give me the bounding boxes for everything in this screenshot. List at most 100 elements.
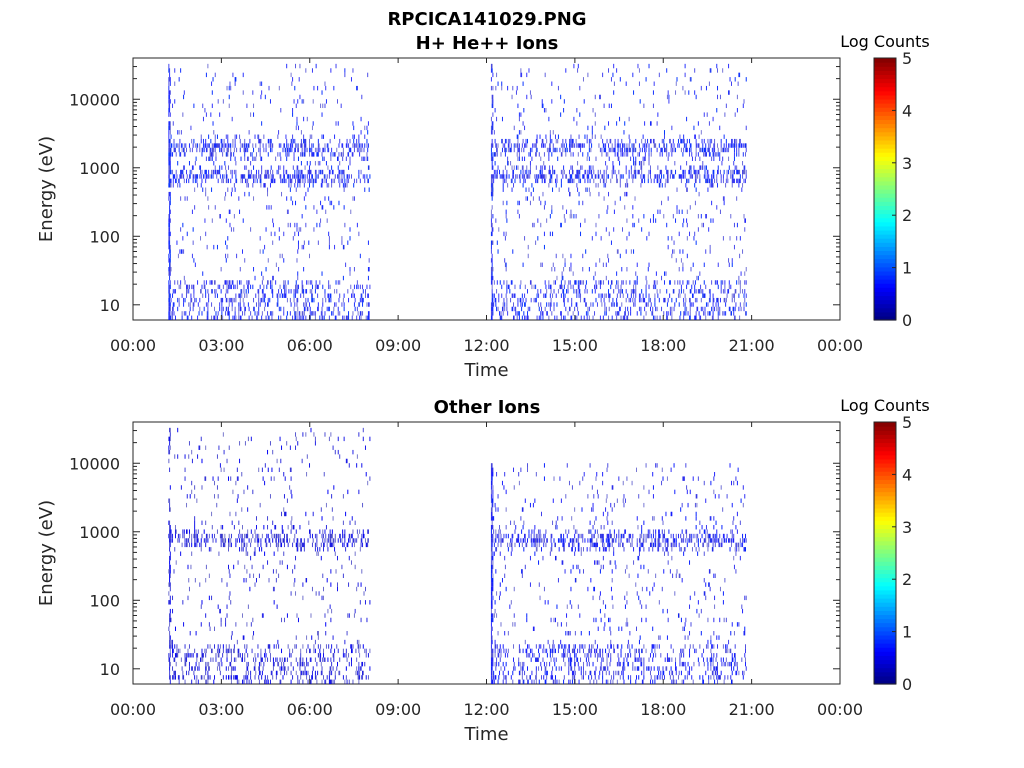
spectrogram-cell bbox=[743, 306, 745, 312]
spectrogram-cell bbox=[490, 130, 492, 135]
spectrogram-cell bbox=[244, 178, 246, 184]
spectrogram-cell bbox=[634, 174, 636, 179]
spectrogram-cell bbox=[184, 467, 186, 473]
spectrogram-cell bbox=[551, 205, 553, 210]
spectrogram-cell bbox=[693, 165, 695, 170]
spectrogram-cell bbox=[319, 529, 321, 534]
spectrogram-cell bbox=[168, 222, 170, 228]
spectrogram-cell bbox=[186, 315, 188, 320]
spectrogram-cell bbox=[291, 81, 293, 86]
spectrogram-cell bbox=[633, 293, 635, 298]
spectrogram-cell bbox=[230, 297, 232, 303]
spectrogram-cell bbox=[240, 280, 242, 285]
spectrogram-cell bbox=[276, 169, 278, 175]
spectrogram-cell bbox=[268, 85, 270, 91]
spectrogram-cell bbox=[599, 169, 601, 175]
spectrogram-cell bbox=[513, 315, 515, 320]
spectrogram-cell bbox=[549, 302, 551, 307]
spectrogram-cell bbox=[496, 152, 498, 157]
spectrogram-cell bbox=[283, 143, 285, 148]
spectrogram-cell bbox=[650, 178, 652, 184]
spectrogram-cell bbox=[221, 178, 223, 184]
spectrogram-cell bbox=[169, 209, 171, 215]
spectrogram-cell bbox=[605, 161, 607, 166]
spectrogram-cell bbox=[247, 284, 249, 290]
spectrogram-cell bbox=[285, 284, 287, 290]
spectrogram-cell bbox=[188, 284, 190, 290]
spectrogram-cell bbox=[209, 675, 211, 680]
colorbar-label: Log Counts bbox=[840, 32, 930, 51]
spectrogram-cell bbox=[301, 214, 303, 219]
spectrogram-cell bbox=[495, 218, 497, 223]
spectrogram-cell bbox=[490, 191, 492, 197]
spectrogram-cell bbox=[217, 661, 219, 667]
spectrogram-cell bbox=[649, 121, 651, 126]
spectrogram-cell bbox=[533, 297, 535, 303]
spectrogram-cell bbox=[306, 147, 308, 153]
spectrogram-cell bbox=[663, 174, 665, 179]
spectrogram-cell bbox=[592, 108, 594, 113]
spectrogram-cell bbox=[258, 661, 260, 667]
spectrogram-cell bbox=[516, 134, 518, 139]
spectrogram-cell bbox=[205, 666, 207, 671]
spectrogram-cell bbox=[616, 302, 618, 307]
spectrogram-cell bbox=[169, 564, 171, 570]
spectrogram-cell bbox=[168, 302, 170, 307]
spectrogram-cell bbox=[564, 258, 566, 263]
spectrogram-cell bbox=[619, 77, 621, 82]
spectrogram-cell bbox=[686, 143, 688, 148]
spectrogram-cell bbox=[745, 147, 747, 153]
spectrogram-cell bbox=[267, 297, 269, 303]
spectrogram-cell bbox=[283, 551, 285, 556]
spectrogram-cell bbox=[334, 679, 336, 684]
spectrogram-cell bbox=[567, 284, 569, 290]
spectrogram-cell bbox=[351, 533, 353, 539]
spectrogram-cell bbox=[242, 249, 243, 254]
spectrogram-cell bbox=[260, 542, 262, 548]
spectrogram-cell bbox=[728, 90, 730, 95]
spectrogram-cell bbox=[169, 130, 171, 135]
spectrogram-cell bbox=[198, 661, 200, 667]
spectrogram-cell bbox=[271, 533, 273, 539]
spectrogram-cell bbox=[216, 315, 218, 320]
spectrogram-cell bbox=[600, 236, 602, 241]
spectrogram-cell bbox=[235, 77, 237, 82]
spectrogram-cell bbox=[639, 99, 641, 104]
spectrogram-cell bbox=[168, 306, 170, 312]
spectrogram-cell bbox=[522, 262, 524, 268]
spectrogram-cell bbox=[259, 138, 261, 144]
spectrogram-cell bbox=[325, 85, 327, 91]
spectrogram-cell bbox=[174, 178, 176, 184]
spectrogram-cell bbox=[708, 178, 710, 184]
spectrogram-cell bbox=[358, 169, 360, 175]
spectrogram-cell bbox=[320, 653, 322, 658]
spectrogram-cell bbox=[295, 432, 297, 437]
spectrogram-cell bbox=[216, 648, 218, 654]
spectrogram-cell bbox=[513, 302, 515, 307]
spectrogram-cell bbox=[569, 306, 571, 312]
spectrogram-cell bbox=[617, 311, 619, 316]
spectrogram-cell bbox=[348, 315, 350, 320]
spectrogram-cell bbox=[326, 143, 328, 148]
spectrogram-cell bbox=[320, 657, 322, 662]
spectrogram-cell bbox=[219, 648, 221, 654]
spectrogram-cell bbox=[250, 538, 252, 543]
spectrogram-cell bbox=[239, 315, 241, 320]
spectrogram-cell bbox=[588, 156, 590, 162]
spectrogram-cell bbox=[543, 178, 545, 184]
spectrogram-cell bbox=[356, 538, 358, 543]
spectrogram-cell bbox=[253, 573, 255, 579]
colorbar-segment bbox=[874, 205, 896, 211]
spectrogram-cell bbox=[177, 675, 179, 680]
spectrogram-cell bbox=[549, 174, 551, 179]
spectrogram-cell bbox=[524, 302, 526, 307]
spectrogram-cell bbox=[520, 297, 522, 303]
spectrogram-cell bbox=[226, 244, 228, 250]
spectrogram-cell bbox=[257, 538, 259, 543]
spectrogram-cell bbox=[191, 538, 193, 543]
spectrogram-cell bbox=[666, 152, 668, 157]
spectrogram-cell bbox=[330, 542, 332, 548]
spectrogram-cell bbox=[703, 222, 705, 228]
spectrogram-cell bbox=[313, 644, 315, 649]
spectrogram-cell bbox=[360, 143, 362, 148]
